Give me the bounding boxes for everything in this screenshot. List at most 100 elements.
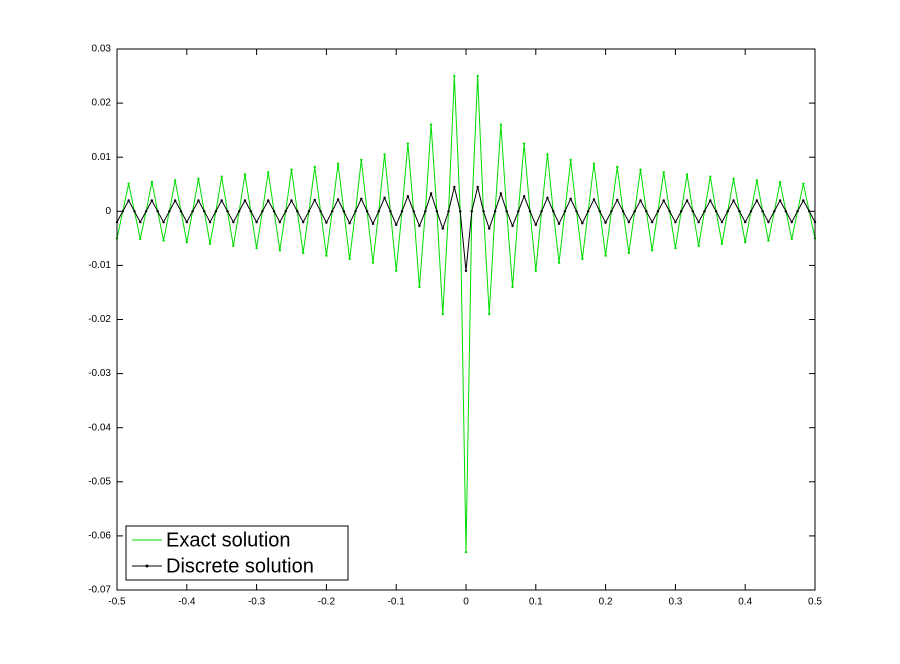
marker xyxy=(552,210,555,213)
x-tick-label: -0.1 xyxy=(388,597,406,608)
x-tick-label: -0.4 xyxy=(178,597,196,608)
marker xyxy=(429,123,433,126)
marker xyxy=(255,246,258,250)
marker xyxy=(325,254,328,257)
marker xyxy=(685,199,689,202)
marker xyxy=(278,249,282,252)
marker xyxy=(267,171,270,174)
marker xyxy=(610,210,613,213)
marker xyxy=(330,210,334,213)
marker xyxy=(499,123,503,126)
marker xyxy=(778,199,782,202)
legend-label: Exact solution xyxy=(166,529,291,551)
marker xyxy=(139,220,142,224)
marker xyxy=(395,223,398,227)
y-tick-label: -0.01 xyxy=(88,260,111,271)
marker xyxy=(522,194,526,198)
marker xyxy=(424,210,427,213)
marker xyxy=(261,210,264,213)
marker xyxy=(476,74,479,78)
marker xyxy=(592,162,596,165)
marker xyxy=(488,312,491,316)
marker xyxy=(348,222,351,225)
marker xyxy=(767,239,770,242)
marker xyxy=(400,210,404,213)
marker xyxy=(237,210,241,213)
marker xyxy=(354,210,357,213)
marker xyxy=(168,210,171,213)
x-tick-label: -0.5 xyxy=(108,597,126,608)
marker xyxy=(406,194,410,198)
marker xyxy=(313,198,316,202)
marker xyxy=(598,210,602,213)
y-tick-label: 0.01 xyxy=(92,152,112,163)
marker xyxy=(243,173,247,176)
marker xyxy=(232,220,235,224)
marker xyxy=(639,199,642,202)
marker xyxy=(179,210,183,213)
marker xyxy=(522,142,526,145)
marker xyxy=(150,180,154,184)
marker xyxy=(534,223,537,227)
marker xyxy=(389,210,392,213)
marker xyxy=(645,210,648,213)
x-tick-label: 0.3 xyxy=(668,597,682,608)
marker xyxy=(720,220,724,224)
marker xyxy=(290,168,293,171)
marker xyxy=(540,210,543,213)
marker xyxy=(214,210,218,213)
marker xyxy=(360,158,363,162)
x-tick-label: 0.2 xyxy=(599,597,613,608)
marker xyxy=(534,269,537,273)
marker xyxy=(301,251,305,255)
marker xyxy=(255,220,258,224)
marker xyxy=(307,210,311,213)
marker xyxy=(493,210,497,213)
marker xyxy=(703,210,706,213)
marker xyxy=(546,153,549,156)
marker xyxy=(709,175,712,178)
marker xyxy=(767,220,770,224)
marker xyxy=(604,221,607,224)
marker xyxy=(697,220,700,224)
marker xyxy=(144,210,148,213)
marker xyxy=(197,199,200,202)
marker xyxy=(697,244,700,248)
marker xyxy=(435,210,439,213)
marker xyxy=(360,197,363,201)
marker xyxy=(528,210,532,213)
y-tick-label: -0.04 xyxy=(88,422,111,433)
marker xyxy=(162,239,165,242)
marker xyxy=(662,171,665,174)
marker xyxy=(412,210,415,213)
marker xyxy=(755,179,759,182)
marker xyxy=(459,210,462,213)
marker xyxy=(656,210,660,213)
marker xyxy=(447,210,450,213)
marker xyxy=(650,249,654,252)
marker xyxy=(301,220,305,224)
marker xyxy=(325,221,328,224)
y-tick-label: -0.02 xyxy=(88,314,111,325)
marker xyxy=(679,210,683,213)
marker xyxy=(755,199,759,202)
marker xyxy=(511,285,514,289)
marker xyxy=(243,199,247,202)
marker xyxy=(336,198,340,201)
marker xyxy=(581,257,584,261)
marker xyxy=(650,220,654,224)
marker xyxy=(511,224,514,228)
marker xyxy=(691,210,695,213)
marker xyxy=(616,198,619,202)
y-tick-label: -0.06 xyxy=(88,531,111,542)
marker xyxy=(226,210,229,213)
y-tick-label: 0.03 xyxy=(92,44,112,55)
marker xyxy=(313,165,316,169)
marker xyxy=(505,210,508,213)
marker xyxy=(348,257,351,261)
marker xyxy=(208,220,212,224)
marker xyxy=(267,199,270,202)
marker xyxy=(738,210,741,213)
